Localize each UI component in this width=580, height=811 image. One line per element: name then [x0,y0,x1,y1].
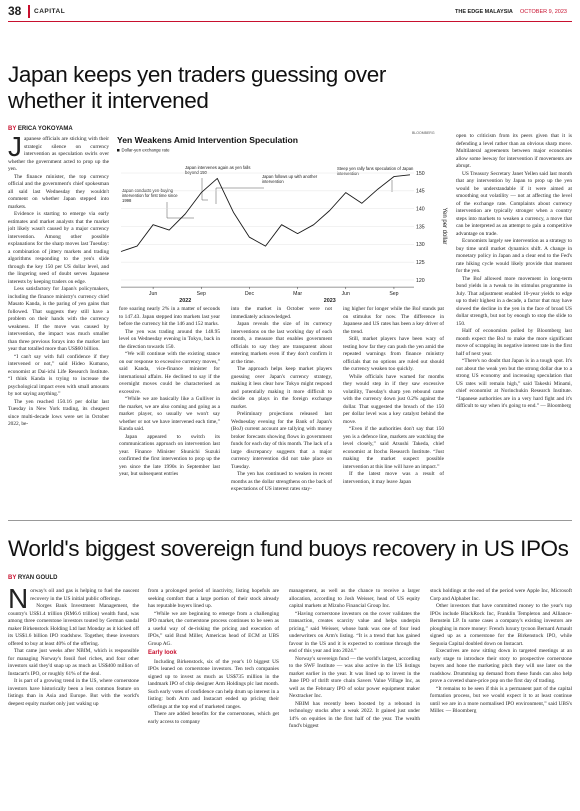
paragraph: Japan appeared to switch its communicati… [119,433,220,478]
y-tick-label: 135 [416,224,425,230]
paragraph: The approach helps keep market players g… [231,366,332,410]
chart-title: Yen Weakens Amid Intervention Speculatio… [117,135,298,145]
paragraph: Other investors that have committed mone… [430,603,572,647]
paragraph: It is part of a growing trend in the US,… [8,678,139,707]
article-column: open to criticism from its peers given t… [456,133,572,516]
section-name: CAPITAL [34,8,66,15]
y-tick-label: 120 [416,278,425,284]
x-tick-label: Mar [293,291,302,297]
page-number: 38 [8,4,22,18]
paragraph: into the market in October were not imme… [231,306,332,320]
annotation: Japan intervenes again as yen falls beyon… [185,165,250,175]
article-rule [8,520,572,521]
byline-by: BY [8,126,17,132]
byline-by: BY [8,575,17,581]
paragraph: “While we are beginning to emerge from a… [148,610,279,647]
paragraph: Japanese officials are sticking with the… [8,136,109,172]
subhead: Early look [148,650,177,656]
article-column: into the market in October were not imme… [231,306,332,516]
paragraph: “Having cornerstone investors on the cov… [289,610,420,655]
byline: BY RYAN GOULD [8,575,57,581]
paragraph: US Treasury Secretary Janet Yellen said … [456,170,572,237]
paragraph: While officials have warned for months t… [343,373,444,425]
byline-name: RYAN GOULD [17,575,58,581]
paragraph: stock holdings at the end of the period … [430,588,572,602]
paragraph: Evidence is starting to emerge via early… [8,211,109,285]
paragraph: Executives are now sitting down in targe… [430,648,572,684]
x-year-label: 2023 [324,298,336,304]
y-axis-label: Yen per dollar [441,208,447,245]
leader-line [215,187,264,204]
paragraph: fore soaring nearly 2% in a matter of se… [119,306,220,327]
paragraph: Japan reveals the size of its currency i… [231,321,332,365]
data-line [120,174,411,252]
article-column: Japanese officials are sticking with the… [8,136,109,516]
paragraph: The finance minister, the top currency o… [8,173,109,210]
header-divider [28,5,30,18]
article-column: management, as well as the chance to rec… [289,588,420,808]
headline: World's biggest sovereign fund buoys rec… [8,536,569,561]
paragraph: The yen was trading around the 148.95 le… [119,328,220,350]
leader-line [201,178,208,201]
paragraph: NBIM has recently been boosted by a rebo… [289,700,420,730]
y-tick-label: 150 [416,171,425,177]
paragraph: The yen has continued to weaken in recen… [231,471,332,492]
paragraph: The BoJ allowed more movement in long-te… [456,275,572,327]
paragraph: Less satisfactory for Japan's policymake… [8,286,109,352]
annotation: Japan follows up with another interventio… [262,174,318,184]
x-tick-label: Dec [245,291,255,297]
y-tick-label: 130 [416,242,425,248]
headline: Japan keeps yen traders guessing over wh… [8,62,386,113]
paragraph: management, as well as the chance to rec… [289,588,420,609]
x-year-label: 2022 [179,298,191,304]
legend-swatch [117,149,120,152]
x-tick-label: Sep [389,291,398,297]
paragraph: Economists largely see intervention as a… [456,238,572,274]
article-column: ing higher for longer while the BoJ stan… [343,306,444,516]
annotation: Japan conducts yen-buying intervention fo… [122,188,178,203]
paragraph: There are added benefits for the corners… [148,711,279,725]
paragraph: Still, market players have been wary of … [343,336,444,372]
paragraph: Including Birkenstock, six of the year's… [148,658,279,710]
paragraph: open to criticism from its peers given t… [456,133,572,169]
annotation: Steep yen rally fans speculation of Japa… [337,166,414,176]
x-tick-label: Jun [342,291,350,297]
paragraph: “While we are basically like a Gulliver … [119,396,220,432]
paragraph: If the latest move was a result of inter… [343,471,444,485]
x-tick-label: Sep [197,291,206,297]
y-tick-label: 125 [416,260,425,266]
brand: THE EDGE MALAYSIA [455,9,513,15]
paragraph: Half of economists polled by Bloomberg l… [456,328,572,357]
y-tick-label: 140 [416,206,425,212]
chart: Yen Weakens Amid Intervention Speculatio… [117,131,447,304]
paragraph: ing higher for longer while the BoJ stan… [343,306,444,335]
paragraph: “We will continue with the existing stan… [119,351,220,395]
chart-source: BLOOMBERG [412,131,435,135]
paragraph: Norway's sovereign fund — the world's la… [289,655,420,700]
paragraph: Preliminary projections released last We… [231,411,332,470]
paragraph: That came just weeks after NBIM, which i… [8,648,139,677]
legend-label: Dollar-yen exchange rate [122,148,171,153]
paragraph: from a prolonged period of inactivity, l… [148,588,279,609]
paragraph: “I can't say with full confidence if the… [8,353,109,398]
article-column: stock holdings at the end of the period … [430,588,572,808]
header-rule [8,21,572,22]
date: OCTOBER 9, 2023 [520,9,567,15]
y-tick-label: 145 [416,189,425,195]
paragraph: The yen reached 150.16 per dollar last T… [8,398,109,428]
x-tick-label: Jun [149,291,157,297]
paragraph: “It remains to be seen if this is a perm… [430,685,572,715]
byline: BY ERICA YOKOYAMA [8,126,73,132]
paragraph: “Even if the authorities don't say that … [343,426,444,470]
article-column: fore soaring nearly 2% in a matter of se… [119,306,220,516]
leader-line [166,202,194,219]
paragraph: “There's no doubt that Japan is in a tou… [456,358,572,409]
paragraph: Norges Bank Investment Management, the c… [8,603,139,647]
byline-name: ERICA YOKOYAMA [17,126,73,132]
article-column: from a prolonged period of inactivity, l… [148,588,279,808]
article-column: Norway's oil and gas is helping to fuel … [8,588,139,808]
paragraph: Norway's oil and gas is helping to fuel … [8,588,139,614]
